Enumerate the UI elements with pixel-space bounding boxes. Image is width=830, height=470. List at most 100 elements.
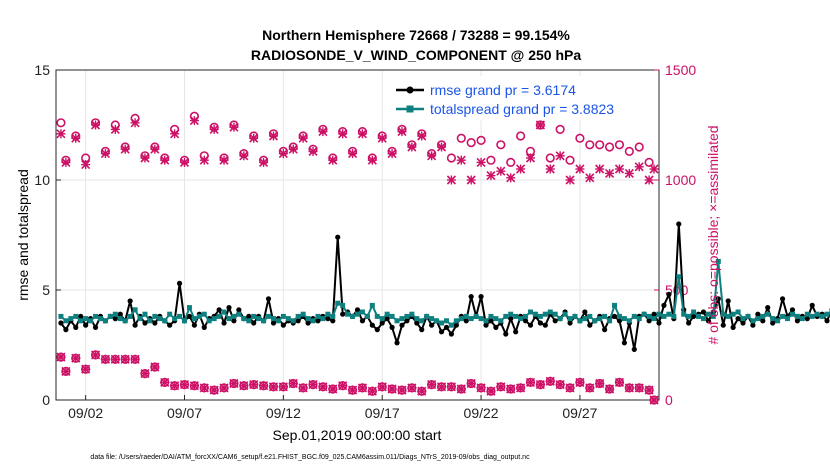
obs-assimilated-point [446,175,456,185]
y-tick-label-right: 0 [665,392,673,408]
spread-point [493,316,499,322]
spread-point [275,318,281,324]
spread-point [448,322,454,328]
obs-assimilated-point [338,129,348,139]
spread-point [814,311,820,317]
spread-point [730,311,736,317]
chart-title-line1: Northern Hemisphere 72668 / 73288 = 99.1… [262,27,570,43]
spread-point [404,313,410,319]
rmse-point [83,322,89,328]
spread-point [691,309,697,315]
rmse-point [809,302,815,308]
spread-point [626,318,632,324]
obs-possible-point [555,124,565,134]
rmse-point [142,320,148,326]
obs-assimilated-point [170,129,180,139]
spread-point [612,302,618,308]
obs-assimilated-point [278,149,288,159]
spread-point [345,311,351,317]
spread-point [537,313,543,319]
spread-point [602,313,608,319]
spread-point [384,311,390,317]
obs-assimilated-point [644,175,654,185]
obs-assimilated-point [565,175,575,185]
spread-point [78,318,84,324]
obs-low-assimilated-point [140,369,150,379]
obs-assimilated-point [328,155,338,165]
obs-low-assimilated-point [417,386,427,396]
spread-point [142,311,148,317]
rmse-point [705,318,712,324]
x-tick-label: 09/27 [562,405,597,421]
rmse-point [715,296,721,302]
obs-low-assimilated-point [56,352,66,362]
obs-low-assimilated-point [199,383,209,393]
spread-point [63,318,69,324]
spread-point [355,311,360,317]
obs-low-assimilated-point [259,381,269,391]
spread-point [443,318,449,324]
spread-point [775,318,781,324]
spread-point [785,316,791,322]
spread-point [107,313,113,319]
spread-point [735,309,741,315]
spread-point [325,311,331,317]
obs-low-assimilated-point [61,366,71,376]
spread-point [172,316,178,322]
spread-point [700,316,706,322]
spread-point [162,318,168,324]
obs-low-assimilated-point [229,378,239,389]
spread-point [557,316,563,322]
spread-point [666,311,672,317]
obs-assimilated-point [209,124,219,134]
spread-point [552,311,558,317]
spread-point [547,309,553,315]
spread-point [93,313,99,319]
rmse-point [389,324,395,330]
obs-assimilated-point [61,157,71,167]
rmse-point [631,346,637,352]
rmse-point [602,327,608,333]
spread-point [671,313,677,319]
obs-low-assimilated-point [150,362,160,372]
rmse-point [404,318,410,324]
obs-low-assimilated-point [170,381,180,391]
legend-spread-marker [406,105,414,113]
spread-point [523,313,529,319]
x-tick-label: 09/22 [464,405,499,421]
rmse-point [735,316,741,322]
rmse-point [765,305,771,311]
rmse-point [384,316,390,322]
chart-title-line2: RADIOSONDE_V_WIND_COMPONENT @ 250 hPa [251,47,581,63]
obs-low-assimilated-point [446,382,456,392]
x-axis-label: Sep.01,2019 00:00:00 start [273,427,442,443]
spread-point [824,311,830,317]
obs-assimilated-point [239,151,249,161]
spread-point [201,311,207,317]
rmse-point [621,340,628,346]
spread-point [369,302,375,308]
spread-point [621,316,627,322]
obs-low-assimilated-point [219,383,229,393]
obs-assimilated-point [179,157,190,167]
rmse-point [369,322,375,328]
plot-frame [55,69,660,401]
obs-low-assimilated-point [338,381,348,391]
rmse-point [725,298,731,304]
spread-point [414,316,420,322]
obs-assimilated-point [605,168,615,178]
spread-point [241,316,247,322]
spread-point [483,318,489,324]
spread-point [374,313,380,319]
rmse-point [176,280,183,286]
obs-possible-point [634,142,644,152]
rmse-point [651,311,657,317]
data-file-footer: data file: /Users/raeder/DAI/ATM_forcXX/… [90,454,530,461]
obs-assimilated-point [81,160,91,170]
obs-assimilated-point [249,133,259,143]
spread-point [305,316,311,322]
spread-point [310,318,316,324]
rmse-point [686,320,692,326]
spread-point [359,309,365,315]
obs-low-assimilated-point [249,380,259,390]
